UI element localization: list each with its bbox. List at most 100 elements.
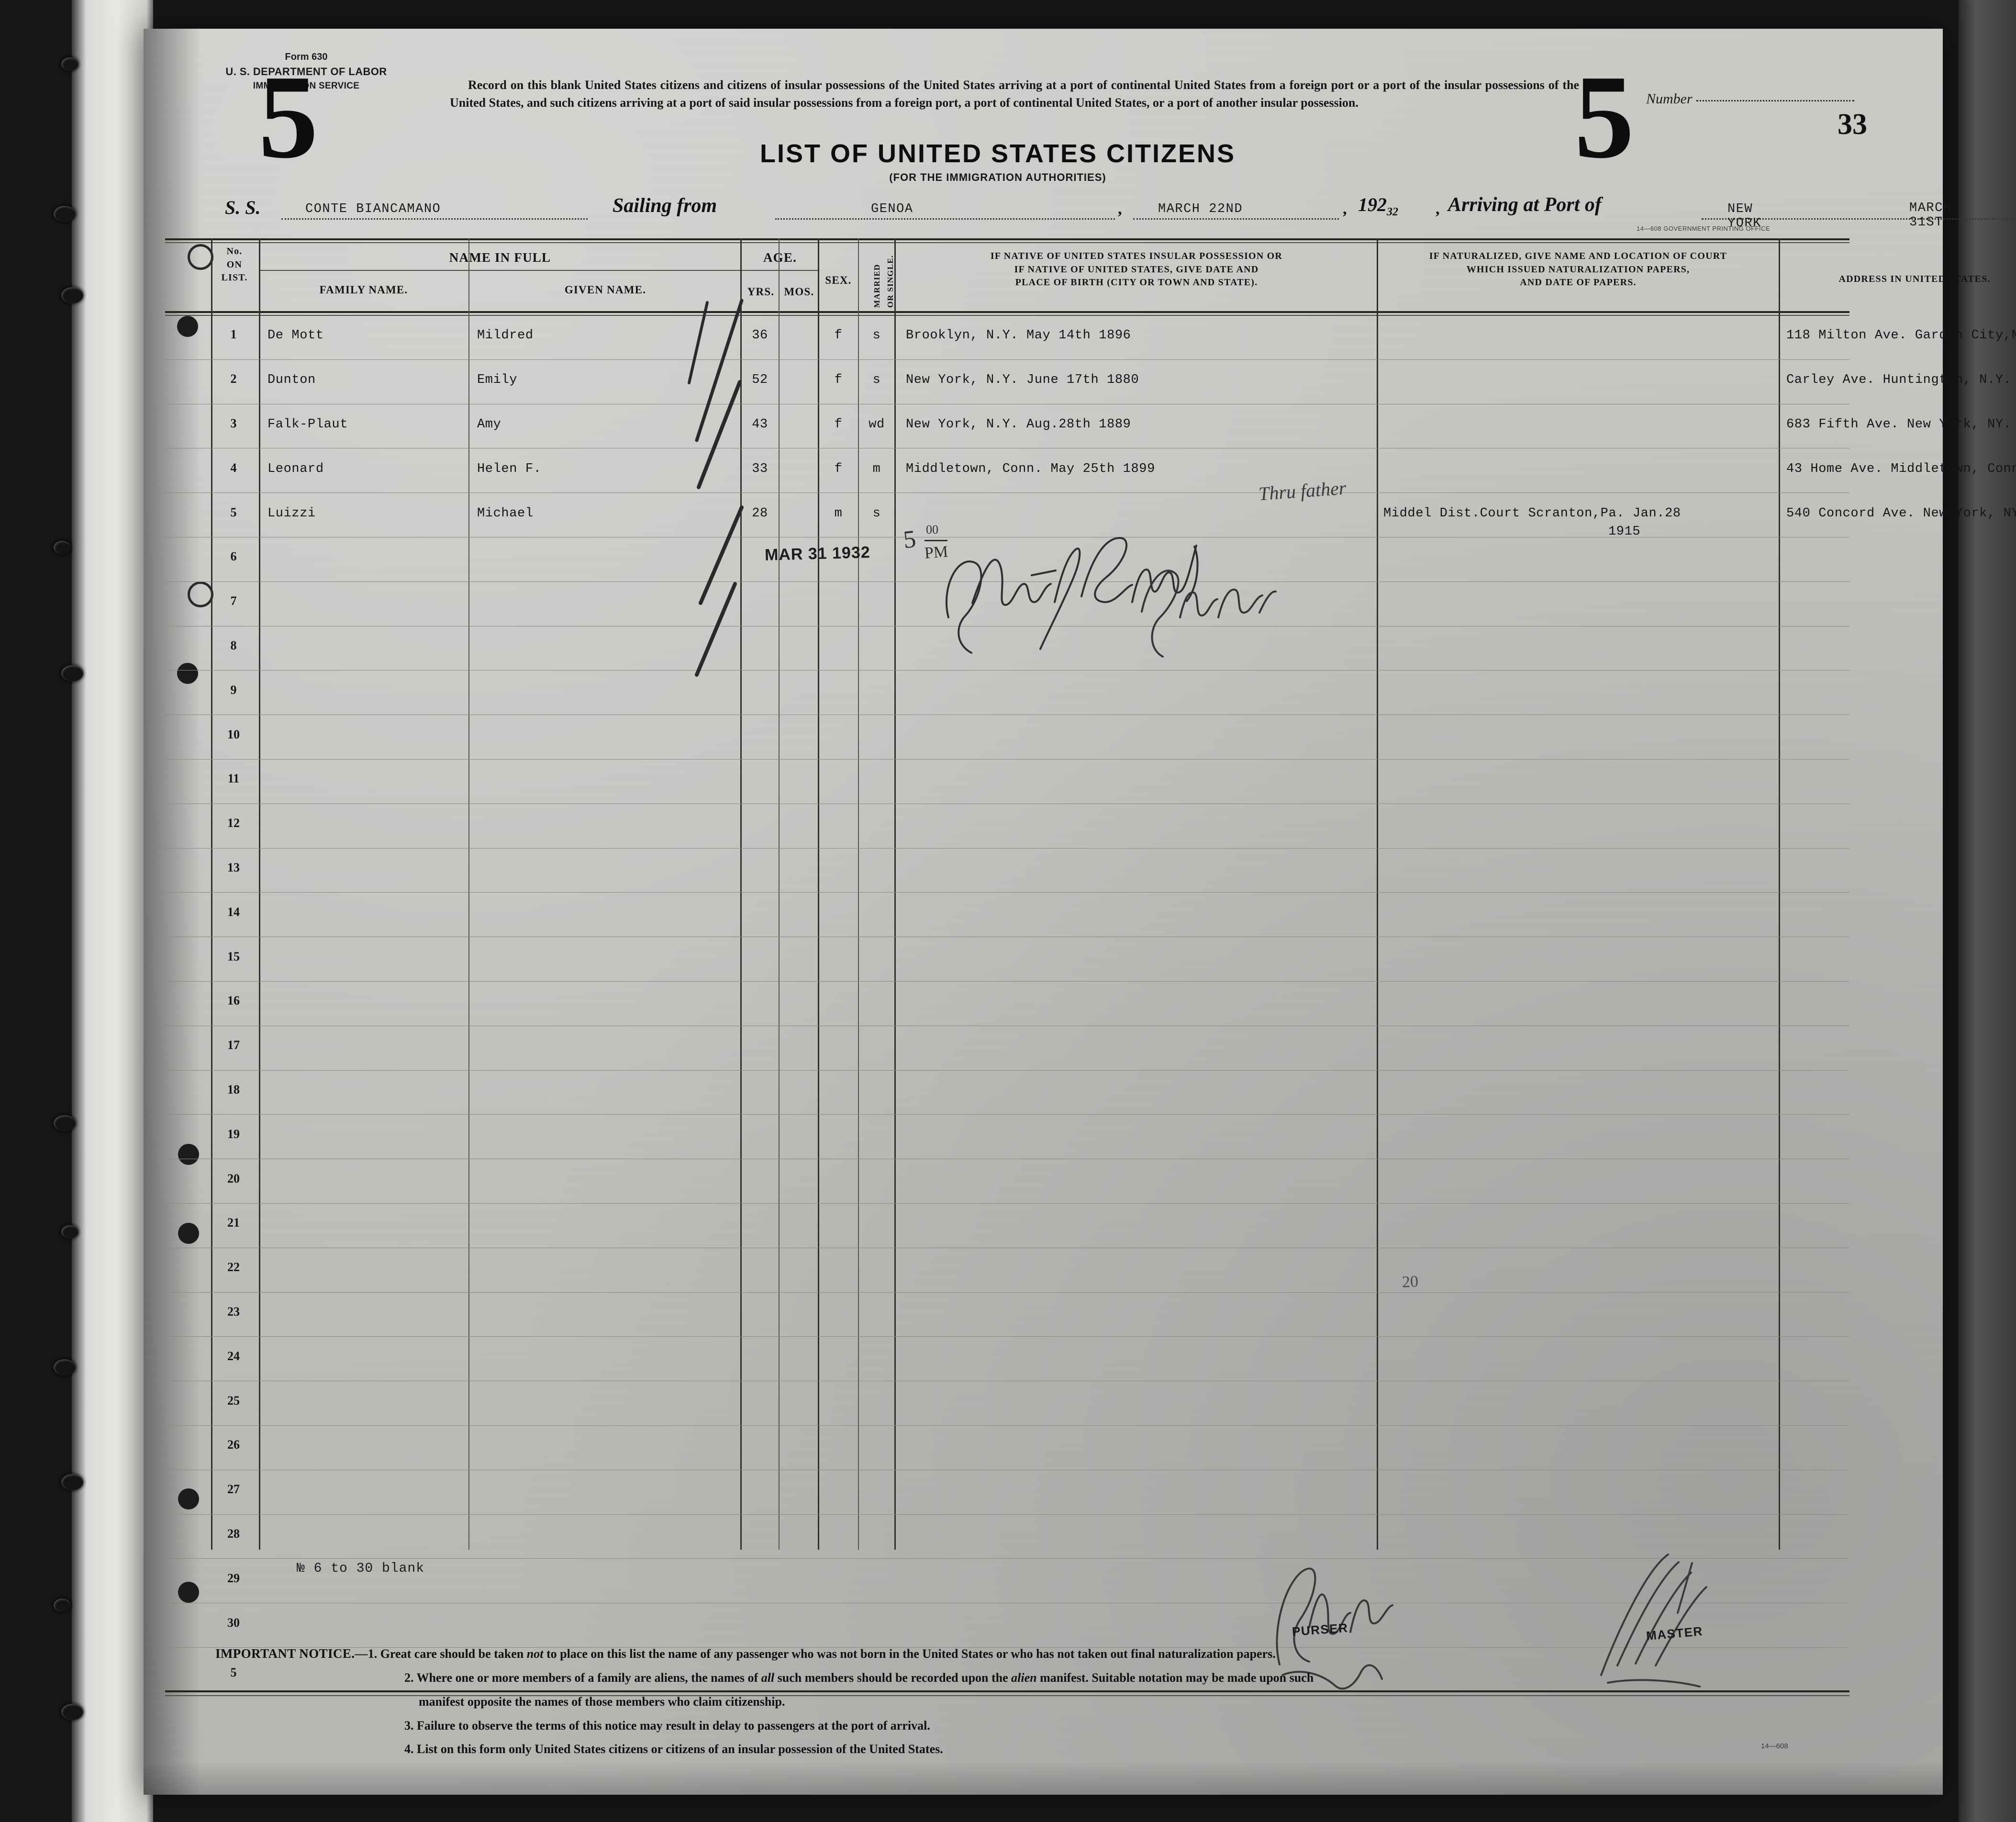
important-notice: IMPORTANT NOTICE.—1. Great care should b…	[215, 1645, 1842, 1765]
column-separator	[1779, 238, 1780, 1550]
header-birth: IF NATIVE OF UNITED STATES INSULAR POSSE…	[897, 250, 1376, 290]
notice-item3-text: Failure to observe the terms of this not…	[417, 1718, 930, 1733]
cell-sex: f	[834, 461, 843, 476]
row-number: 10	[227, 727, 240, 741]
header-family-name: FAMILY NAME.	[319, 284, 408, 296]
header-birth-line2: IF NATIVE OF UNITED STATES, GIVE DATE AN…	[1014, 264, 1259, 275]
header-mos: MOS.	[784, 286, 814, 298]
big-five-right: 5	[1574, 51, 1634, 183]
cell-sex: f	[834, 373, 843, 388]
cell-family-name: De Mott	[267, 328, 324, 343]
index-tab	[177, 316, 198, 337]
row-number: 13	[227, 861, 240, 874]
row-number: 30	[227, 1615, 240, 1630]
header-nat-line3: AND DATE OF PAPERS.	[1520, 277, 1637, 288]
index-tab	[178, 1488, 199, 1509]
header-nat-line2: WHICH ISSUED NATURALIZATION PAPERS,	[1466, 264, 1690, 275]
stamp-time-minutes: 00	[926, 523, 938, 537]
row-number: 3	[230, 416, 237, 430]
binder-hole	[54, 541, 71, 554]
row-rule	[165, 981, 1849, 982]
row-number: 9	[230, 682, 237, 697]
column-separator	[818, 238, 819, 1550]
comma-2: ,	[1343, 200, 1347, 218]
cell-given-name: Mildred	[477, 328, 534, 343]
row-rule	[165, 1425, 1849, 1426]
notice-item2-a: Where one or more members of a family ar…	[416, 1671, 761, 1685]
passenger-table: No. ON LIST. NAME IN FULL FAMILY NAME. G…	[165, 238, 2016, 1696]
arrival-port-value: NEW YORK	[1727, 202, 1761, 231]
header-sex: SEX.	[825, 274, 852, 286]
cell-marital: wd	[869, 417, 885, 432]
row-rule	[165, 1336, 1849, 1337]
cell-age-years: 36	[752, 328, 768, 343]
row-number: 19	[227, 1127, 240, 1141]
table-bottom-rule-2	[165, 1695, 1849, 1696]
cell-family-name: Luizzi	[267, 506, 316, 521]
binder-hole	[61, 287, 83, 303]
inspection-date-stamp: MAR 31 1932	[764, 543, 871, 564]
cell-naturalization-line2: 1915	[1608, 524, 1641, 539]
header-birth-line1: IF NATIVE OF UNITED STATES INSULAR POSSE…	[990, 251, 1283, 261]
row-number: 7	[230, 594, 237, 608]
row-number: 12	[227, 816, 240, 830]
notice-item1-num: 1.	[368, 1647, 378, 1661]
row-rule	[165, 581, 1849, 582]
stamp-time-divider	[924, 540, 947, 541]
notice-item-3: 3. Failure to observe the terms of this …	[215, 1718, 1842, 1734]
form-identification-block: Form 630 U. S. DEPARTMENT OF LABOR IMMIG…	[206, 50, 407, 92]
header-married-line1: MARRIED	[872, 264, 881, 308]
notice-item2-emphasis-2: alien	[1011, 1671, 1037, 1685]
row-rule	[165, 1514, 1849, 1515]
gpo-imprint: 14—608 GOVERNMENT PRINTING OFFICE	[1637, 225, 1771, 232]
film-right-edge	[1959, 0, 2016, 1822]
header-bottom-rule-2	[165, 315, 1849, 316]
row-number: 6	[230, 549, 237, 564]
notice-item1-emphasis: not	[526, 1647, 544, 1661]
row-rule	[165, 1203, 1849, 1204]
row-number: 4	[230, 460, 237, 475]
column-separator	[858, 238, 859, 1550]
number-field: Number	[1646, 91, 1854, 107]
cell-birthplace: Brooklyn, N.Y. May 14th 1896	[906, 328, 1131, 343]
column-separator	[740, 238, 742, 1550]
row-rule	[165, 492, 1849, 493]
cell-sex: m	[834, 506, 843, 521]
row-number: 20	[227, 1171, 240, 1185]
header-bottom-rule	[165, 311, 1849, 313]
notice-item4-text: List on this form only United States cit…	[417, 1742, 943, 1756]
row-number: 5	[230, 505, 237, 519]
notice-item3-num: 3.	[404, 1718, 414, 1733]
arrival-port-rule	[1702, 218, 2016, 220]
row-number: 23	[227, 1305, 240, 1319]
table-top-rule	[165, 238, 1849, 240]
column-separator	[211, 238, 212, 1550]
row-rule	[165, 1647, 1849, 1648]
header-married-line2: OR SINGLE.	[886, 255, 895, 308]
row-number: 16	[227, 994, 240, 1008]
column-separator	[779, 238, 780, 1550]
binder-hole	[54, 206, 76, 222]
cell-naturalization: Middel Dist.Court Scranton,Pa. Jan.28	[1383, 506, 1681, 521]
row-number: 22	[227, 1260, 240, 1274]
row-number: 17	[227, 1038, 240, 1052]
column-separator	[1377, 238, 1378, 1550]
notice-item-4: 4. List on this form only United States …	[215, 1741, 1842, 1757]
cell-marital: s	[872, 506, 881, 521]
notice-item2-num: 2.	[404, 1671, 414, 1685]
final-row-number: 5	[230, 1666, 237, 1679]
cell-marital: s	[872, 328, 881, 343]
notice-item1-b: to place on this list the name of any pa…	[543, 1647, 1276, 1661]
notice-item2-emphasis-1: all	[761, 1671, 775, 1685]
departure-port-rule	[775, 218, 1115, 220]
notice-item2-c: manifest. Suitable notation may be made …	[1036, 1671, 1314, 1685]
binder-hole	[54, 1359, 76, 1375]
binder-hole	[54, 1115, 76, 1131]
number-rule	[1696, 100, 1854, 101]
index-tab	[178, 1144, 199, 1165]
row-rule	[165, 1558, 1849, 1559]
index-tab	[177, 663, 198, 684]
row-number: 14	[227, 905, 240, 919]
notice-item4-num: 4.	[404, 1742, 414, 1756]
